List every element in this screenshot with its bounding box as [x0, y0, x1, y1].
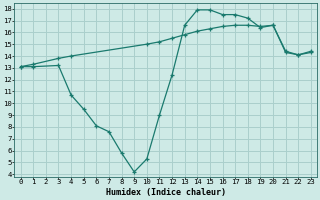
X-axis label: Humidex (Indice chaleur): Humidex (Indice chaleur)	[106, 188, 226, 197]
